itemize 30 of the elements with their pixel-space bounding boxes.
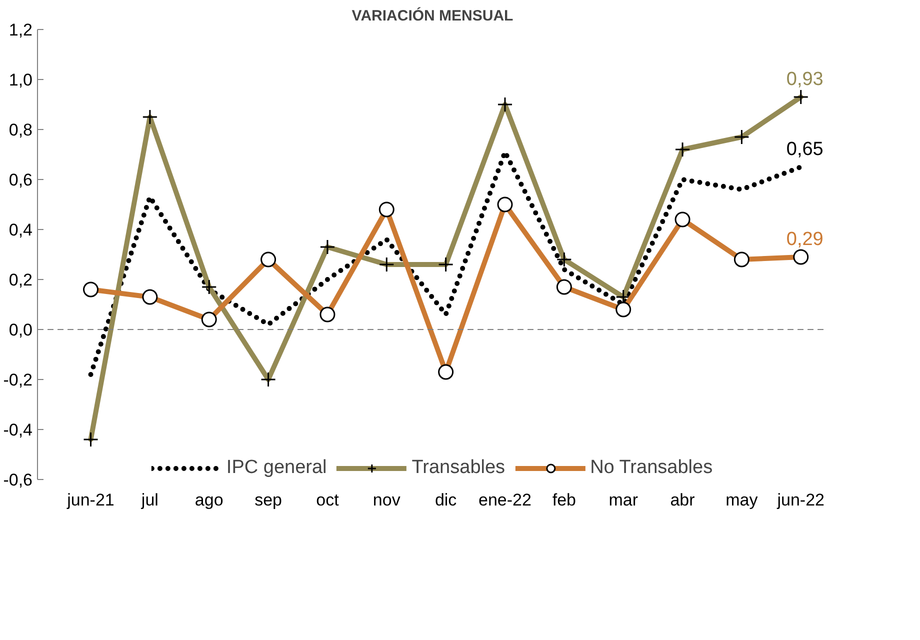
y-tick-label: 0,4 <box>8 220 33 240</box>
x-tick-label: jun-21 <box>66 490 114 510</box>
y-tick-label: 1,2 <box>8 20 33 40</box>
data-label: 0,65 <box>786 139 824 160</box>
legend-label: Transables <box>412 457 506 479</box>
y-tick-label: 0,2 <box>8 270 33 290</box>
data-label: 0,93 <box>786 69 824 90</box>
legend-label: IPC general <box>226 457 327 479</box>
x-tick-label: jun-22 <box>776 490 825 510</box>
y-tick-label: 0,8 <box>8 120 33 140</box>
chart-title: VARIACIÓN MENSUAL <box>352 6 514 24</box>
x-tick-label: mar <box>608 490 638 510</box>
x-tick-label: dic <box>434 490 458 510</box>
y-tick-label: -0,4 <box>3 420 33 440</box>
x-tick-label: oct <box>316 490 340 510</box>
x-tick-label: abr <box>670 490 696 510</box>
x-tick-label: ago <box>194 490 224 510</box>
y-tick-label: 0,0 <box>8 320 33 340</box>
x-tick-label: ene-22 <box>478 490 532 510</box>
x-tick-label: feb <box>552 490 576 510</box>
y-tick-label: -0,6 <box>3 470 33 490</box>
x-tick-label: nov <box>372 490 401 510</box>
y-tick-label: -0,2 <box>3 370 33 390</box>
legend-label: No Transables <box>590 457 713 479</box>
y-tick-label: 1,0 <box>8 70 33 90</box>
y-tick-label: 0,6 <box>8 170 33 190</box>
x-tick-label: sep <box>254 490 282 510</box>
x-tick-label: may <box>726 490 758 510</box>
x-tick-label: jul <box>140 490 158 510</box>
data-label: 0,29 <box>786 229 824 250</box>
